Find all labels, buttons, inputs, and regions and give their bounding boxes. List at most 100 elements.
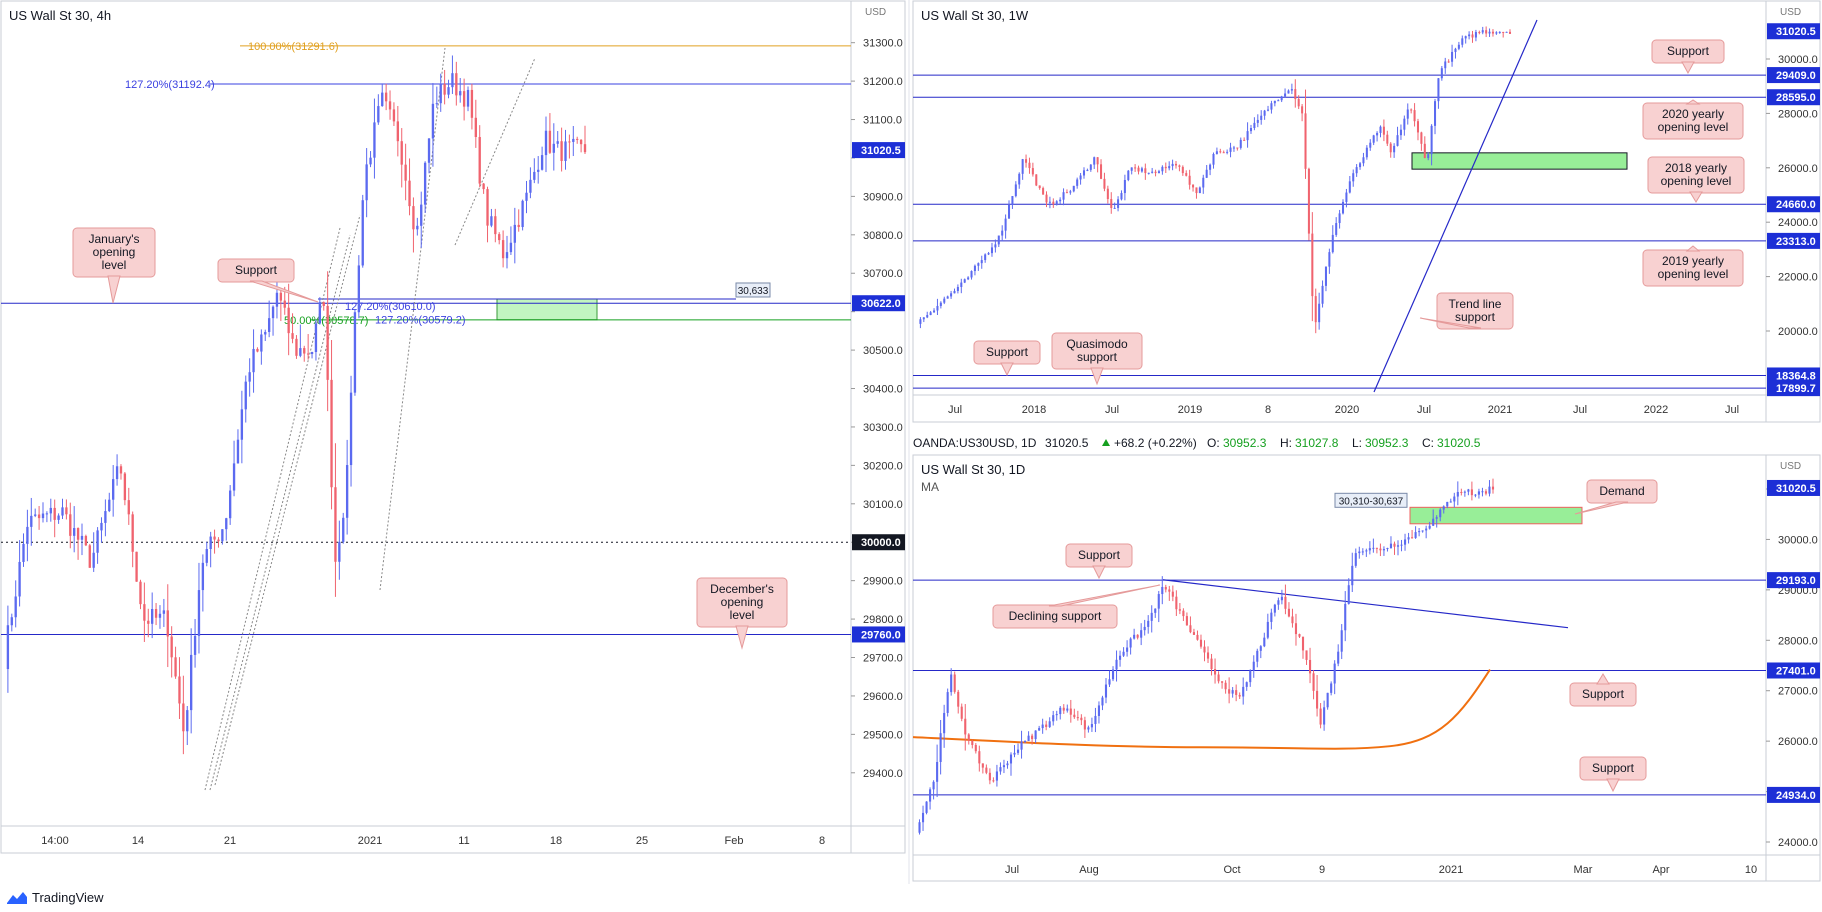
candle-body bbox=[967, 277, 970, 280]
candle-body bbox=[1341, 201, 1345, 214]
tradingview-brand[interactable]: TradingView bbox=[6, 890, 104, 905]
candle-body bbox=[918, 822, 921, 833]
y-tick-label: 27000.0 bbox=[1778, 686, 1818, 698]
candle-body bbox=[564, 141, 567, 161]
candle-body bbox=[1430, 125, 1433, 155]
candle-body bbox=[967, 734, 970, 741]
callout-pointer bbox=[1685, 99, 1701, 105]
price-tag bbox=[1767, 479, 1820, 496]
candle-body bbox=[995, 771, 998, 781]
panel-frame bbox=[0, 0, 906, 854]
candle-body bbox=[1345, 192, 1348, 202]
candle-body bbox=[6, 625, 10, 670]
callout-text: 2018 yearly bbox=[1665, 161, 1727, 175]
candle-body bbox=[552, 143, 555, 153]
candle-body bbox=[1151, 171, 1154, 173]
candle-body bbox=[1196, 634, 1199, 640]
candle-body bbox=[579, 139, 583, 145]
y-tick-label: 31300.0 bbox=[863, 38, 903, 50]
chart-title: US Wall St 30, 4h bbox=[9, 8, 111, 23]
candle-body bbox=[357, 265, 361, 313]
candle-body bbox=[971, 740, 974, 745]
candle-body bbox=[1319, 708, 1322, 725]
candle-body bbox=[1355, 167, 1358, 174]
candle-body bbox=[178, 676, 181, 704]
candle-body bbox=[1113, 207, 1116, 209]
candle-body bbox=[1175, 596, 1178, 610]
candle-body bbox=[919, 319, 922, 324]
candle-body bbox=[1154, 608, 1157, 613]
price-tag-label: 31020.5 bbox=[1776, 26, 1816, 38]
candle-body bbox=[1038, 728, 1041, 731]
currency-label: USD bbox=[865, 7, 886, 18]
candle-body bbox=[400, 141, 403, 165]
candle-body bbox=[88, 545, 91, 568]
candle-body bbox=[946, 296, 949, 299]
candle-body bbox=[1362, 157, 1365, 164]
candle-body bbox=[1284, 93, 1287, 97]
x-tick-label: 8 bbox=[819, 835, 825, 847]
candle-body bbox=[1331, 234, 1334, 253]
candle-body bbox=[1444, 61, 1447, 69]
candle-body bbox=[1478, 32, 1481, 34]
candle-body bbox=[1215, 151, 1218, 154]
y-tick-label: 30000.0 bbox=[1778, 54, 1818, 66]
candle-body bbox=[1217, 674, 1220, 682]
candle-body bbox=[1115, 659, 1118, 670]
candle-body bbox=[960, 282, 963, 287]
candle-body bbox=[474, 117, 477, 138]
candle-body bbox=[1338, 213, 1341, 224]
y-tick-label: 31200.0 bbox=[863, 76, 903, 88]
candle-body bbox=[275, 292, 279, 307]
price-tag bbox=[1767, 786, 1820, 803]
candle-body bbox=[936, 761, 939, 782]
candle-body bbox=[1206, 652, 1210, 659]
candle-body bbox=[992, 780, 995, 782]
candle-body bbox=[1326, 692, 1329, 708]
candle-body bbox=[1228, 689, 1231, 694]
moving-average-line bbox=[912, 668, 1491, 750]
candle-body bbox=[513, 224, 516, 243]
candle-body bbox=[994, 244, 997, 248]
candle-body bbox=[1002, 765, 1006, 768]
candle-body bbox=[76, 528, 80, 540]
fib-label: 127.20%(30579.2) bbox=[375, 315, 466, 327]
trend-line bbox=[1373, 19, 1538, 393]
price-tag bbox=[852, 142, 905, 159]
candle-body bbox=[423, 162, 427, 205]
candle-body bbox=[1406, 109, 1409, 119]
candle-body bbox=[1143, 626, 1146, 631]
candle-body bbox=[22, 543, 25, 562]
candle-body bbox=[1454, 48, 1457, 52]
candle-body bbox=[1273, 100, 1276, 104]
y-tick-label: 30700.0 bbox=[863, 268, 903, 280]
candle-body bbox=[1021, 159, 1024, 174]
price-tag bbox=[1767, 232, 1820, 249]
callout-text: Support bbox=[235, 263, 278, 277]
candle-body bbox=[1199, 639, 1203, 647]
candle-body bbox=[303, 348, 306, 354]
y-tick-label: 29800.0 bbox=[863, 614, 903, 626]
candle-body bbox=[139, 581, 142, 605]
candle-body bbox=[1134, 167, 1137, 169]
callout-pointer bbox=[1574, 501, 1629, 515]
candle-body bbox=[427, 138, 431, 163]
panel-h4: US Wall St 30, 4h USD 29400.0 29500.0 29600.… bbox=[0, 0, 906, 854]
candle-body bbox=[166, 610, 169, 637]
candle-body bbox=[505, 252, 509, 259]
y-tick-label: 29700.0 bbox=[863, 653, 903, 665]
candle-body bbox=[973, 265, 976, 272]
candle-body bbox=[1287, 90, 1290, 94]
candle-body bbox=[217, 539, 220, 542]
candle-body bbox=[1270, 103, 1273, 110]
fib-label: 100.00%(31291.6) bbox=[248, 41, 339, 53]
candle-body bbox=[1314, 296, 1317, 323]
candle-body bbox=[978, 751, 981, 764]
candle-body bbox=[1352, 173, 1355, 182]
callout-text: opening level bbox=[1658, 267, 1729, 281]
candle-body bbox=[330, 379, 333, 488]
candle-body bbox=[1093, 157, 1096, 165]
candle-body bbox=[1174, 163, 1178, 166]
candles bbox=[6, 55, 587, 755]
